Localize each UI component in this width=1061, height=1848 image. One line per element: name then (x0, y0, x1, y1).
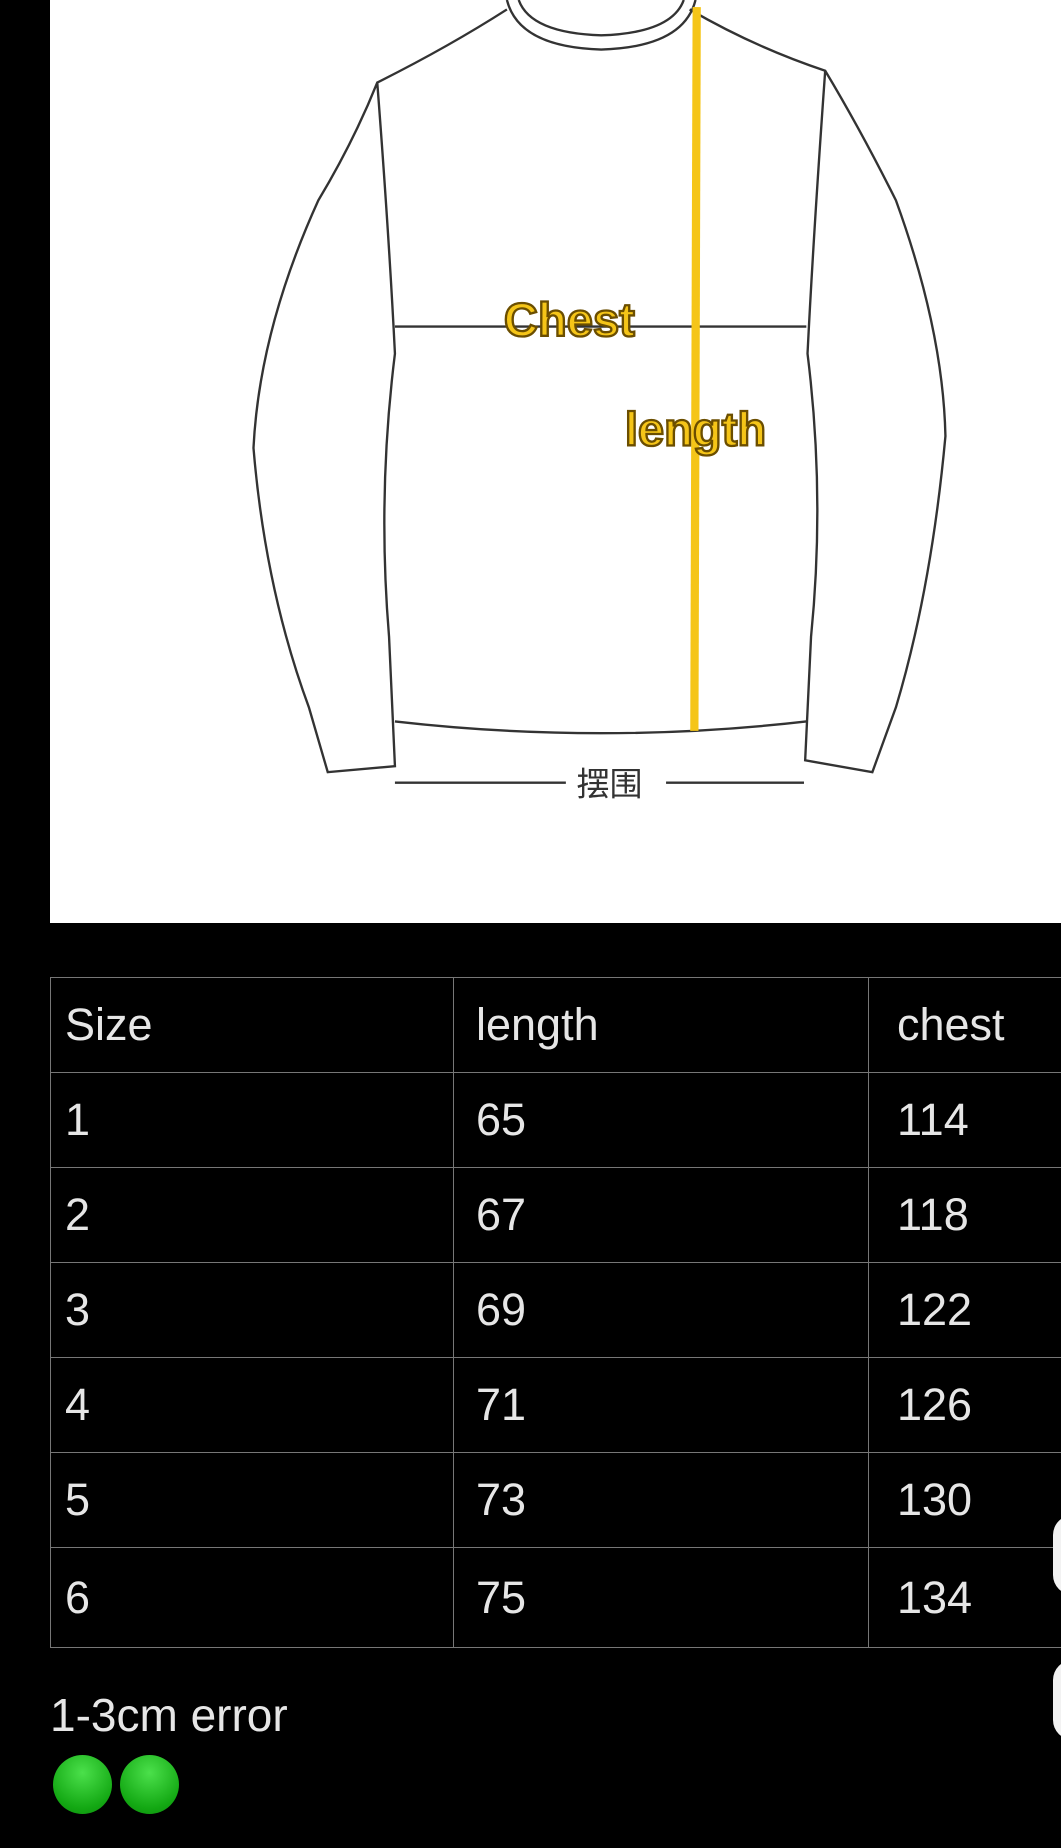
cell-chest: 118 (868, 1167, 1061, 1263)
cell-chest: 126 (868, 1357, 1061, 1453)
cell-length: 75 (453, 1547, 869, 1648)
cell-length: 73 (453, 1452, 869, 1548)
cell-chest: 134 (868, 1547, 1061, 1648)
cell-length: 71 (453, 1357, 869, 1453)
cell-length: 69 (453, 1262, 869, 1358)
cell-chest: 122 (868, 1262, 1061, 1358)
cell-length: 67 (453, 1167, 869, 1263)
table-row: 5 73 130 (50, 1452, 1061, 1548)
size-table: Size length chest 1 65 114 2 67 118 3 69 122 4… (50, 977, 1061, 1648)
table-row: 1 65 114 (50, 1072, 1061, 1168)
floating-button-edge[interactable] (1053, 1660, 1061, 1740)
header-size: Size (50, 977, 454, 1073)
cell-chest: 130 (868, 1452, 1061, 1548)
length-measure-line (690, 7, 701, 731)
cell-size: 1 (50, 1072, 454, 1168)
green-circle-icon (120, 1755, 179, 1814)
cell-size: 5 (50, 1452, 454, 1548)
cell-size: 4 (50, 1357, 454, 1453)
cell-length: 65 (453, 1072, 869, 1168)
length-label: length (625, 403, 766, 456)
error-note: 1-3cm error (50, 1689, 288, 1741)
sweater-diagram: Chest length 摆围 (252, 0, 947, 804)
header-length: length (453, 977, 869, 1073)
hem-label: 摆围 (576, 765, 642, 804)
table-row: 4 71 126 (50, 1357, 1061, 1453)
header-chest: chest (868, 977, 1061, 1073)
floating-button-edge[interactable] (1053, 1515, 1061, 1595)
cell-chest: 114 (868, 1072, 1061, 1168)
table-row: 6 75 134 (50, 1547, 1061, 1648)
cell-size: 6 (50, 1547, 454, 1648)
chest-label: Chest (504, 293, 635, 346)
cell-size: 2 (50, 1167, 454, 1263)
table-row: 2 67 118 (50, 1167, 1061, 1263)
cell-size: 3 (50, 1262, 454, 1358)
table-row: 3 69 122 (50, 1262, 1061, 1358)
diagram-background (50, 0, 1061, 923)
green-circle-icon (53, 1755, 112, 1814)
table-header-row: Size length chest (50, 977, 1061, 1073)
